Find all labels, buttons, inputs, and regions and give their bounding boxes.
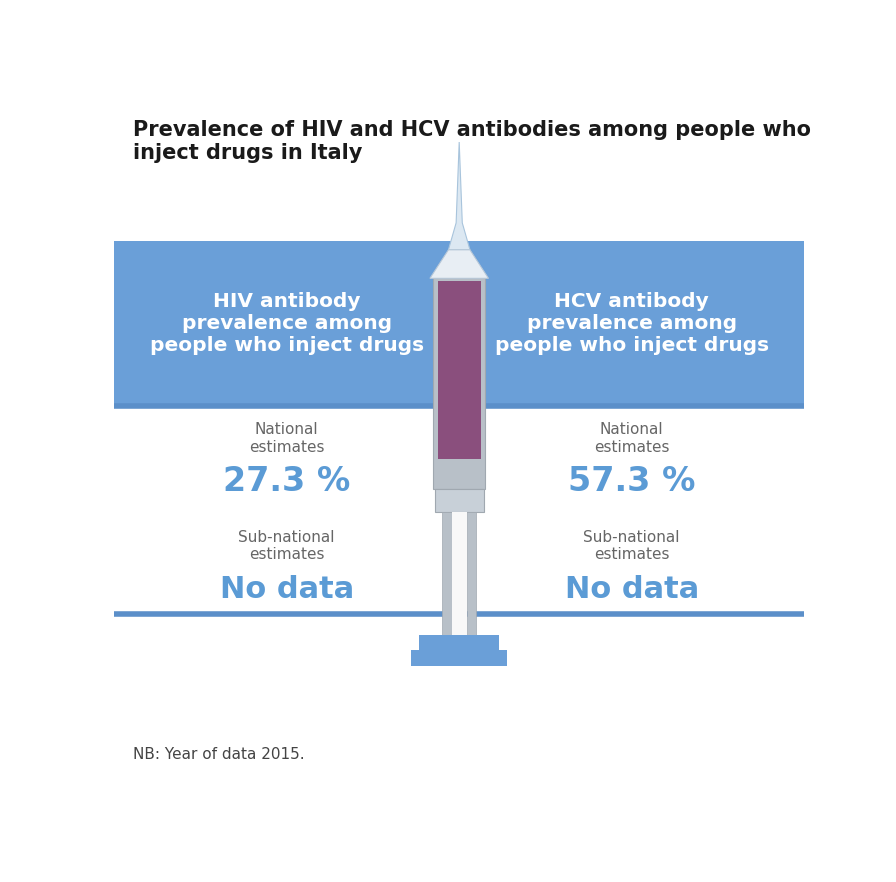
Text: HCV antibody
prevalence among
people who inject drugs: HCV antibody prevalence among people who… — [495, 292, 769, 355]
Bar — [419, 635, 499, 650]
Text: NB: Year of data 2015.: NB: Year of data 2015. — [134, 747, 306, 762]
Text: 57.3 %: 57.3 % — [568, 465, 695, 498]
Polygon shape — [430, 250, 488, 279]
Bar — [411, 650, 507, 666]
Text: 27.3 %: 27.3 % — [223, 465, 350, 498]
Bar — [437, 280, 481, 460]
Bar — [443, 512, 452, 635]
Text: HIV antibody
prevalence among
people who inject drugs: HIV antibody prevalence among people who… — [150, 292, 424, 355]
Text: National
estimates: National estimates — [594, 422, 669, 455]
Bar — [452, 512, 467, 635]
Bar — [435, 489, 484, 512]
Text: National
estimates: National estimates — [249, 422, 324, 455]
Text: No data: No data — [220, 575, 354, 604]
Bar — [467, 512, 476, 635]
Text: Prevalence of HIV and HCV antibodies among people who
inject drugs in Italy: Prevalence of HIV and HCV antibodies amo… — [134, 120, 812, 163]
Bar — [433, 279, 486, 489]
Text: No data: No data — [564, 575, 699, 604]
Text: Sub-national
estimates: Sub-national estimates — [238, 530, 335, 563]
Text: Sub-national
estimates: Sub-national estimates — [583, 530, 680, 563]
Polygon shape — [448, 142, 470, 250]
Bar — [115, 241, 805, 406]
